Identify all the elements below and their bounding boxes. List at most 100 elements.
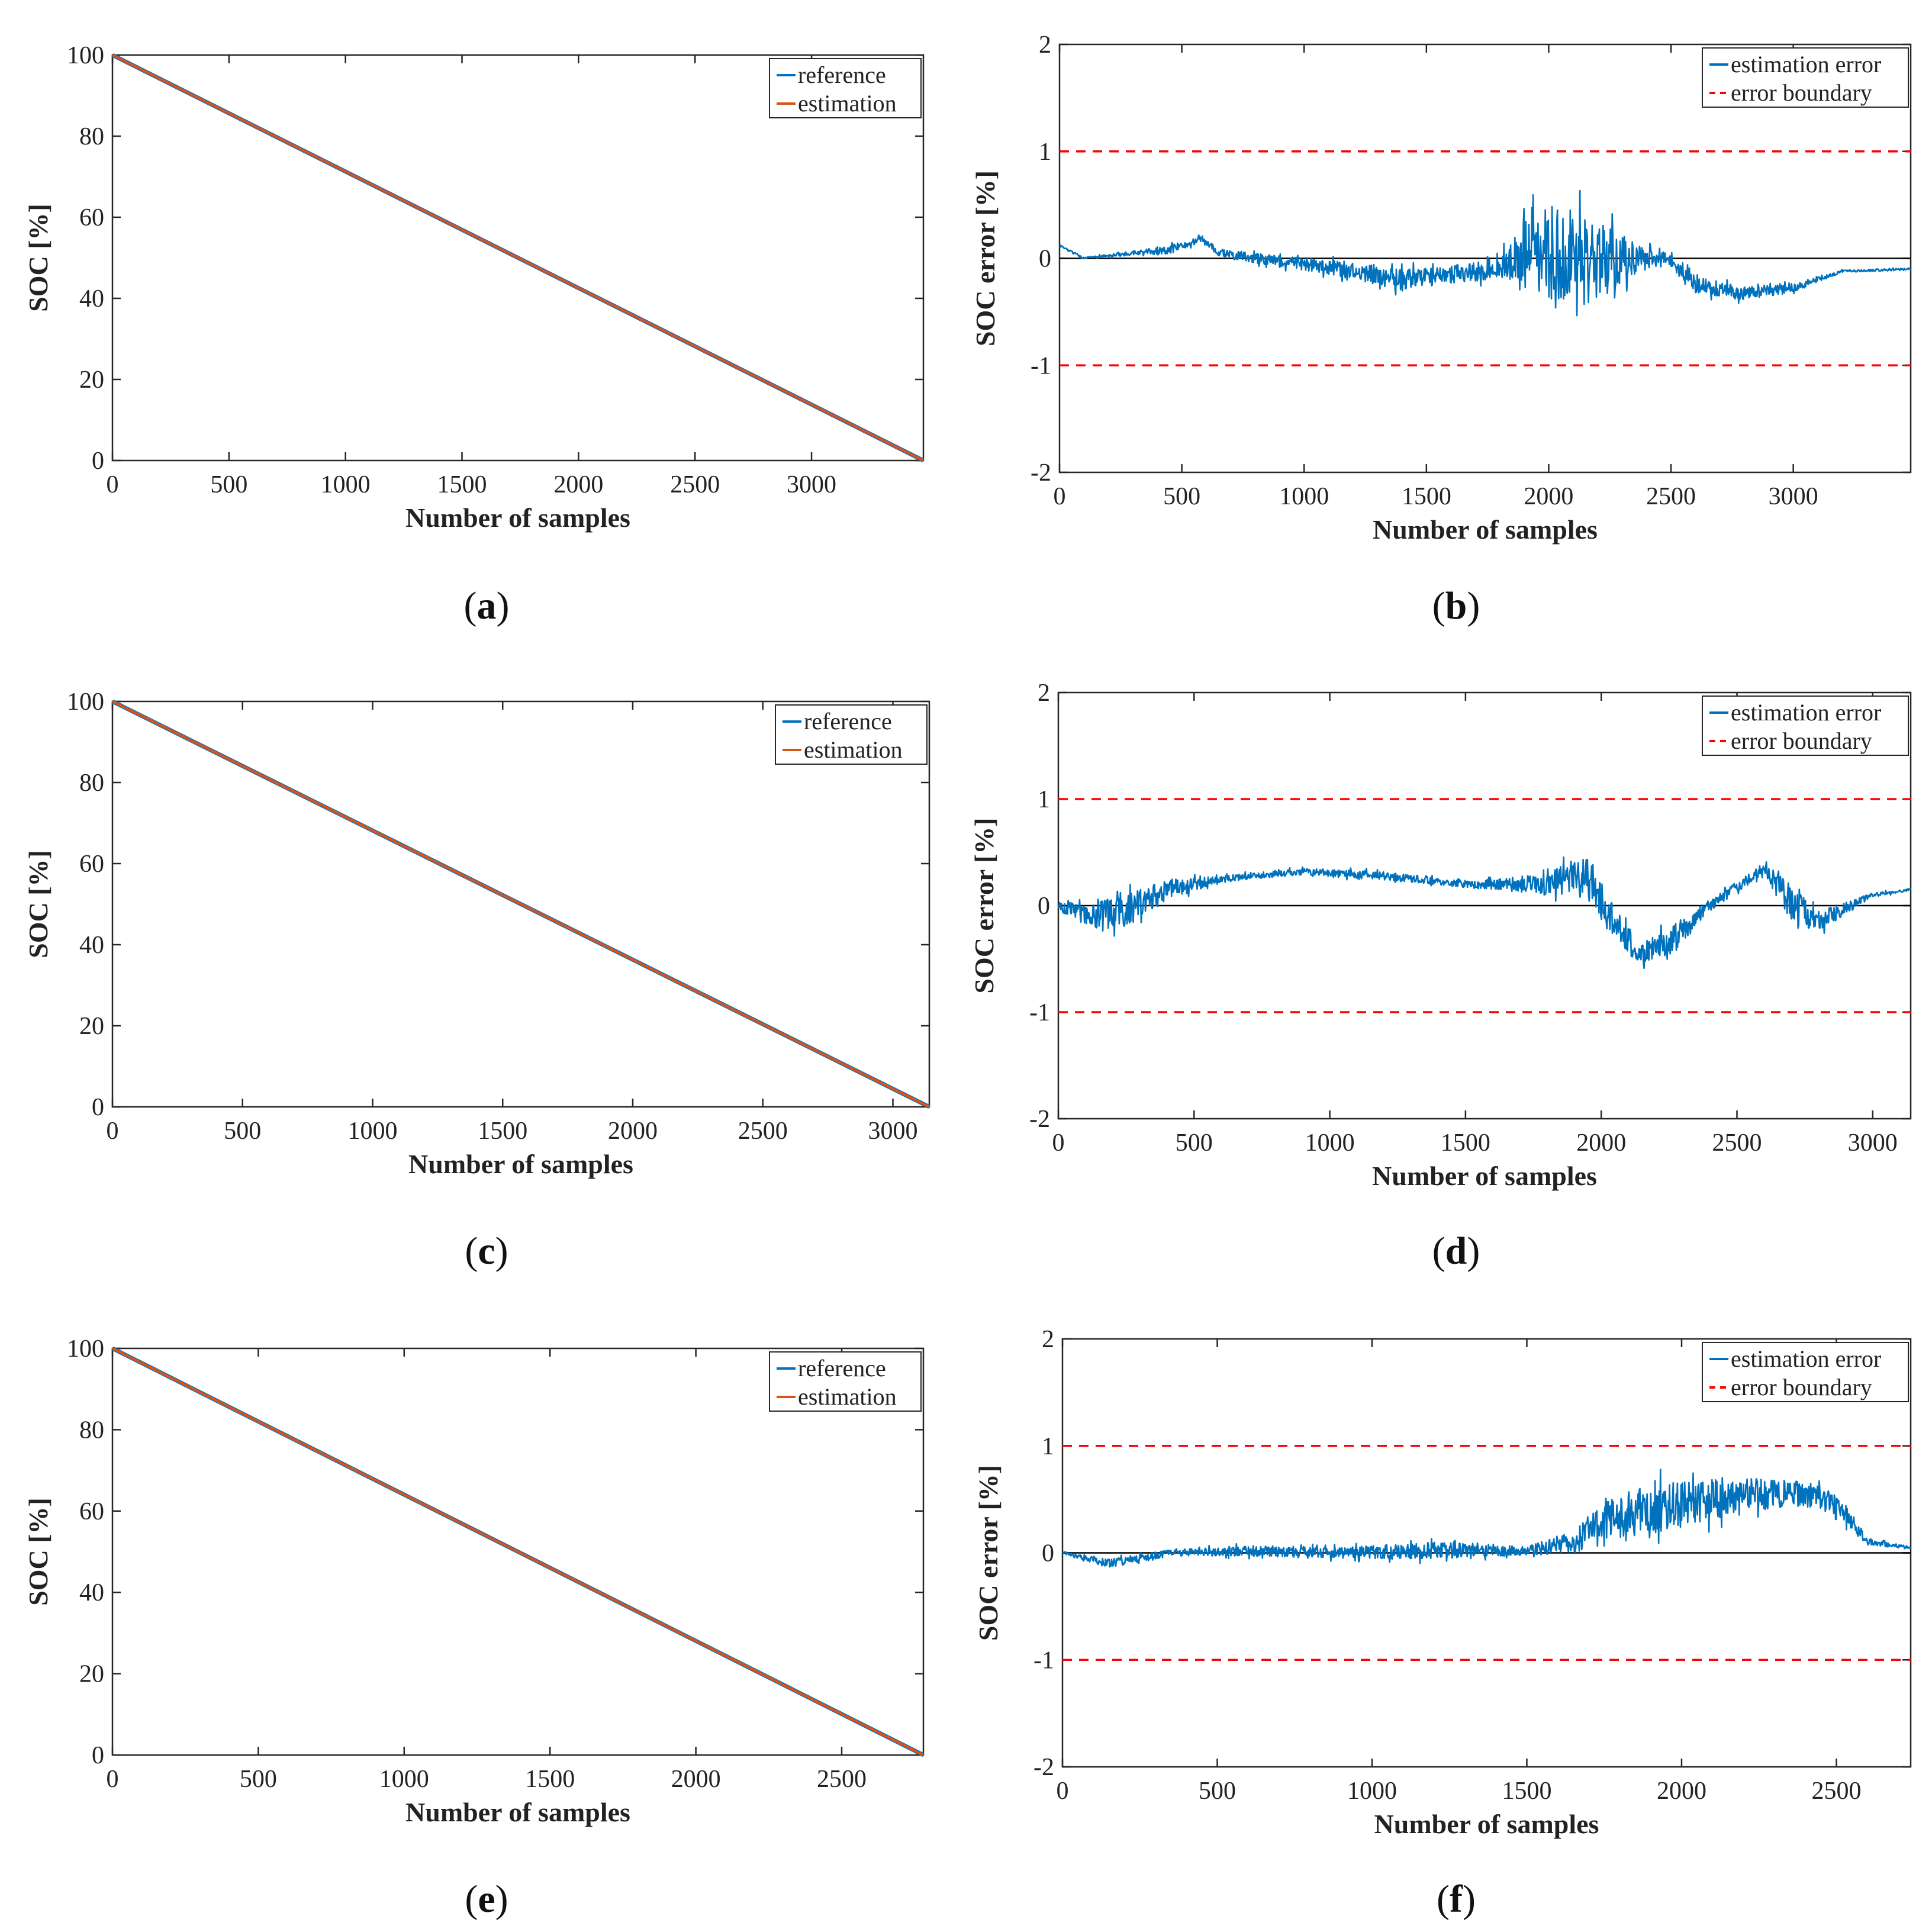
x-tick-label: 500: [1163, 483, 1200, 510]
series-line-estimation: [111, 1347, 925, 1757]
series-line-estimation-error: [1059, 189, 1911, 317]
y-tick-label: 2: [1039, 31, 1051, 59]
caption-close-paren: ): [495, 1878, 508, 1921]
x-tick-label: 2000: [608, 1118, 658, 1145]
x-tick-label: 1500: [1402, 483, 1451, 510]
caption-close-paren: ): [1467, 1229, 1480, 1273]
caption-letter: e: [478, 1878, 495, 1921]
caption-letter: c: [478, 1229, 495, 1273]
y-tick-label: -1: [1033, 1647, 1054, 1674]
y-axis-label: SOC [%]: [23, 1498, 53, 1606]
y-tick-label: 2: [1038, 680, 1050, 707]
panel-caption: (e): [465, 1878, 508, 1921]
y-tick-label: 80: [79, 123, 104, 150]
caption-letter: f: [1450, 1878, 1463, 1921]
x-tick-label: 1000: [1279, 483, 1329, 510]
x-tick-label: 2000: [1576, 1129, 1626, 1157]
y-tick-label: -2: [1031, 459, 1051, 487]
caption-letter: a: [477, 584, 497, 627]
chart-panel-e: 0 500 1000 1500 2000 2500 0 20 40 60 80 100 Number o…: [23, 1335, 925, 1921]
x-tick-label: 1000: [347, 1118, 397, 1145]
x-tick-label: 0: [1052, 1129, 1065, 1157]
x-tick-label: 0: [107, 1118, 119, 1145]
panel-caption: (c): [465, 1229, 508, 1273]
panel-caption: (a): [464, 584, 510, 627]
chart-panel-b: 0 500 1000 1500 2000 2500 3000 -2 -1 0 1 2 Number of…: [970, 31, 1912, 627]
chart-panel-f: 0 500 1000 1500 2000 2500 -2 -1 0 1 2 Number of sam…: [973, 1326, 1912, 1921]
y-tick-label: 100: [67, 1335, 104, 1363]
x-tick-label: 3000: [1769, 483, 1818, 510]
legend-entry: reference: [798, 62, 886, 88]
legend-box: [1702, 695, 1909, 756]
x-tick-label: 2000: [671, 1766, 721, 1793]
x-tick-label: 1000: [1347, 1778, 1397, 1805]
x-axis-label: Number of samples: [405, 503, 630, 533]
series-line-estimation: [111, 53, 925, 462]
legend-entry: estimation: [798, 1383, 897, 1410]
y-tick-label: 80: [79, 1416, 104, 1444]
x-tick-label: 500: [224, 1118, 261, 1145]
y-tick-label: 0: [92, 1742, 104, 1769]
axes-box: [111, 700, 930, 1108]
caption-open-paren: (: [465, 1878, 478, 1921]
x-tick-label: 2000: [1524, 483, 1573, 510]
caption-letter: b: [1445, 584, 1467, 627]
x-tick-label: 2500: [738, 1118, 788, 1145]
chart-panel-c: 0 500 1000 1500 2000 2500 3000 0 20 40 60 80 100 Numb…: [23, 688, 930, 1273]
x-tick-label: 1000: [321, 471, 371, 498]
y-tick-label: 1: [1038, 786, 1050, 813]
y-axis-label: SOC error [%]: [969, 817, 999, 993]
caption-letter: d: [1445, 1229, 1467, 1273]
series-line-estimation-error: [1062, 1469, 1911, 1568]
x-tick-label: 0: [107, 1766, 119, 1793]
panel-caption: (d): [1432, 1229, 1480, 1273]
legend-entry: estimation: [804, 736, 903, 763]
y-tick-label: 0: [92, 1094, 104, 1121]
x-axis-label: Number of samples: [408, 1149, 633, 1179]
y-tick-label: 100: [67, 42, 104, 69]
legend-box: [1702, 47, 1909, 108]
x-tick-label: 1000: [1305, 1129, 1355, 1157]
caption-close-paren: ): [497, 584, 510, 627]
caption-close-paren: ): [495, 1229, 508, 1273]
caption-open-paren: (: [1432, 1229, 1445, 1273]
x-tick-label: 1500: [437, 471, 487, 498]
legend-entry: reference: [798, 1355, 886, 1382]
legend-entry: reference: [804, 708, 892, 735]
y-tick-label: 60: [79, 851, 104, 878]
x-tick-label: 2500: [817, 1766, 867, 1793]
y-tick-label: 40: [79, 932, 104, 959]
x-tick-label: 2500: [1646, 483, 1696, 510]
x-tick-label: 0: [107, 471, 119, 498]
x-tick-label: 3000: [1848, 1129, 1898, 1157]
y-tick-label: -1: [1031, 352, 1051, 379]
legend-box: [769, 58, 922, 118]
y-tick-label: -2: [1029, 1106, 1050, 1133]
y-axis-label: SOC [%]: [23, 850, 53, 958]
y-tick-label: 1: [1039, 139, 1051, 166]
y-tick-label: 2: [1042, 1326, 1054, 1353]
x-axis-label: Number of samples: [1374, 1809, 1599, 1839]
y-tick-label: 20: [79, 1661, 104, 1688]
x-tick-label: 2000: [1657, 1778, 1706, 1805]
x-tick-label: 2500: [1811, 1778, 1861, 1805]
caption-close-paren: ): [1467, 584, 1480, 627]
y-tick-label: -1: [1029, 999, 1050, 1026]
x-tick-label: 1500: [1502, 1778, 1551, 1805]
x-axis-label: Number of samples: [1373, 514, 1598, 545]
y-tick-label: -2: [1033, 1754, 1054, 1781]
caption-close-paren: ): [1463, 1878, 1476, 1921]
caption-open-paren: (: [1432, 584, 1445, 627]
y-tick-label: 0: [1039, 246, 1051, 273]
x-tick-label: 3000: [787, 471, 836, 498]
legend-box: [775, 704, 928, 765]
x-tick-label: 3000: [868, 1118, 917, 1145]
panel-caption: (f): [1437, 1878, 1476, 1921]
caption-open-paren: (: [1437, 1878, 1450, 1921]
axes-box: [111, 54, 925, 462]
caption-open-paren: (: [465, 1229, 478, 1273]
y-axis-label: SOC [%]: [23, 204, 53, 312]
